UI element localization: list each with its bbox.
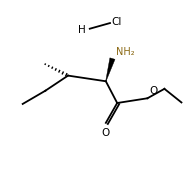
Text: H: H	[78, 25, 86, 35]
Polygon shape	[106, 58, 115, 81]
Text: O: O	[102, 128, 110, 138]
Text: Cl: Cl	[112, 17, 122, 27]
Text: O: O	[149, 86, 158, 96]
Text: NH₂: NH₂	[116, 47, 135, 57]
